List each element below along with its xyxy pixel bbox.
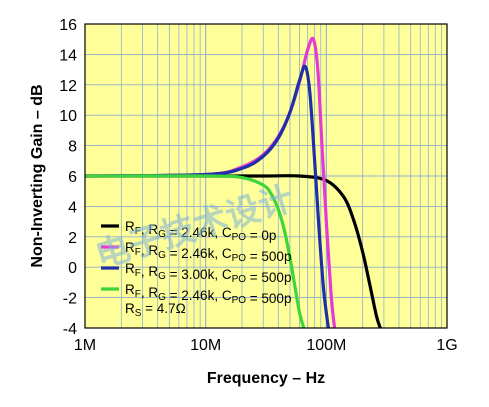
- y-tick-label: 0: [68, 260, 77, 277]
- x-tick-label: 1G: [436, 337, 457, 354]
- y-tick-label: 12: [59, 78, 77, 95]
- y-tick-label: 8: [68, 139, 77, 156]
- y-tick-label: -4: [63, 321, 77, 338]
- legend-entry-1: RF, RG = 2.46k, CPO = 0p: [125, 219, 276, 243]
- x-tick-label: 1M: [74, 337, 96, 354]
- series-line-3: [85, 64, 330, 328]
- y-tick-label: 2: [68, 230, 77, 247]
- y-tick-label: 10: [59, 108, 77, 125]
- y-axis-label: Non-Inverting Gain – dB: [29, 84, 46, 267]
- x-axis-label: Frequency – Hz: [207, 370, 325, 387]
- x-tick-label: 10M: [190, 337, 221, 354]
- legend-entry-4: RF, RG = 2.46k, CPO = 500p: [125, 282, 291, 306]
- legend-entry-3: RF, RG = 3.00k, CPO = 500p: [125, 261, 291, 285]
- y-tick-label: 16: [59, 17, 77, 34]
- legend-entry-4-line2: RS = 4.7Ω: [125, 301, 186, 319]
- y-tick-label: -2: [63, 291, 77, 308]
- curves: [85, 36, 382, 328]
- x-tick-label: 100M: [306, 337, 346, 354]
- tick-labels: 1M 10M 100M 1G -4 -2 0 2 4 6 8 10 12 14 16: [59, 17, 457, 354]
- y-tick-label: 6: [68, 169, 77, 186]
- legend-entry-2: RF, RG = 2.46k, CPO = 500p: [125, 240, 291, 264]
- y-tick-label: 4: [68, 199, 77, 216]
- series-line-4: [85, 174, 306, 328]
- y-tick-label: 14: [59, 47, 77, 64]
- plot-frame: [84, 23, 448, 329]
